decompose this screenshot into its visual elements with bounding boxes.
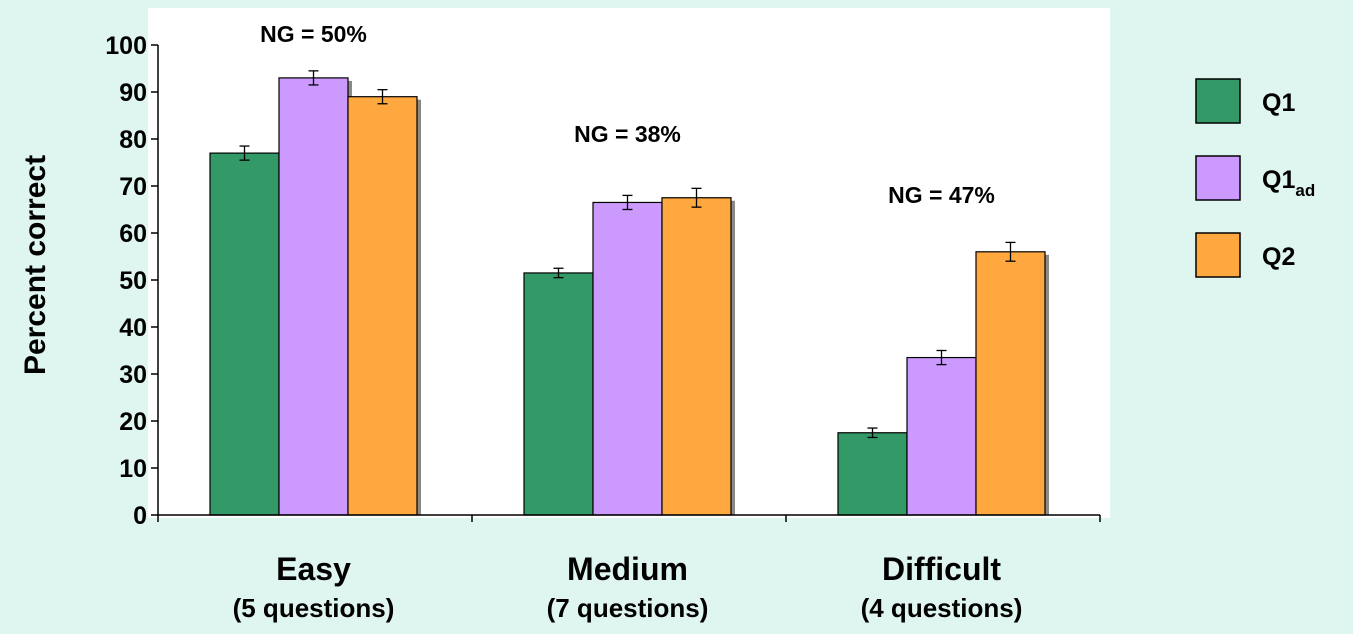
y-tick-label: 80 bbox=[119, 126, 147, 154]
y-tick-label: 20 bbox=[119, 408, 147, 436]
bar-easy-q1ad bbox=[278, 77, 349, 516]
bar-medium-q1 bbox=[523, 272, 594, 516]
category-detail: (4 questions) bbox=[861, 593, 1023, 623]
category-label: Difficult bbox=[882, 551, 1001, 587]
bars-layer bbox=[209, 77, 1049, 516]
bar-medium-q2 bbox=[661, 197, 732, 516]
legend-swatch bbox=[1195, 78, 1241, 124]
ng-annotation: NG = 50% bbox=[260, 21, 367, 47]
y-axis-label: Percent correct bbox=[19, 155, 52, 375]
legend-swatch bbox=[1195, 155, 1241, 201]
bar-difficult-q2 bbox=[975, 251, 1046, 516]
bar-difficult-q1 bbox=[837, 432, 908, 516]
bar-easy-q2 bbox=[347, 96, 418, 516]
y-tick-label: 0 bbox=[133, 502, 147, 530]
category-detail: (5 questions) bbox=[233, 593, 395, 623]
ng-annotation: NG = 47% bbox=[888, 182, 995, 208]
bar-easy-q1 bbox=[209, 152, 280, 516]
y-tick-label: 90 bbox=[119, 79, 147, 107]
y-tick-label: 100 bbox=[105, 32, 147, 60]
bar-medium-q1ad bbox=[592, 201, 663, 516]
legend-swatch bbox=[1195, 232, 1241, 278]
category-label: Medium bbox=[567, 551, 688, 587]
y-tick-label: 10 bbox=[119, 455, 147, 483]
legend-label: Q1ad bbox=[1262, 166, 1315, 200]
ng-annotation: NG = 38% bbox=[574, 121, 681, 147]
legend-label: Q2 bbox=[1262, 243, 1295, 271]
y-tick-label: 60 bbox=[119, 220, 147, 248]
category-label: Easy bbox=[276, 551, 351, 587]
error-bars-layer bbox=[239, 70, 1016, 439]
legend-label: Q1 bbox=[1262, 89, 1295, 117]
axes-layer bbox=[151, 44, 1101, 522]
labels-layer: 0 10 20 30 40 50 60 70 80 90 100 Percent correct Eas… bbox=[19, 21, 1022, 623]
y-tick-label: 70 bbox=[119, 173, 147, 201]
category-detail: (7 questions) bbox=[547, 593, 709, 623]
bar-difficult-q1ad bbox=[906, 356, 977, 516]
y-tick-label: 50 bbox=[119, 267, 147, 295]
y-tick-label: 30 bbox=[119, 361, 147, 389]
y-tick-label: 40 bbox=[119, 314, 147, 342]
legend: Q1 Q1ad Q2 bbox=[1195, 78, 1315, 278]
